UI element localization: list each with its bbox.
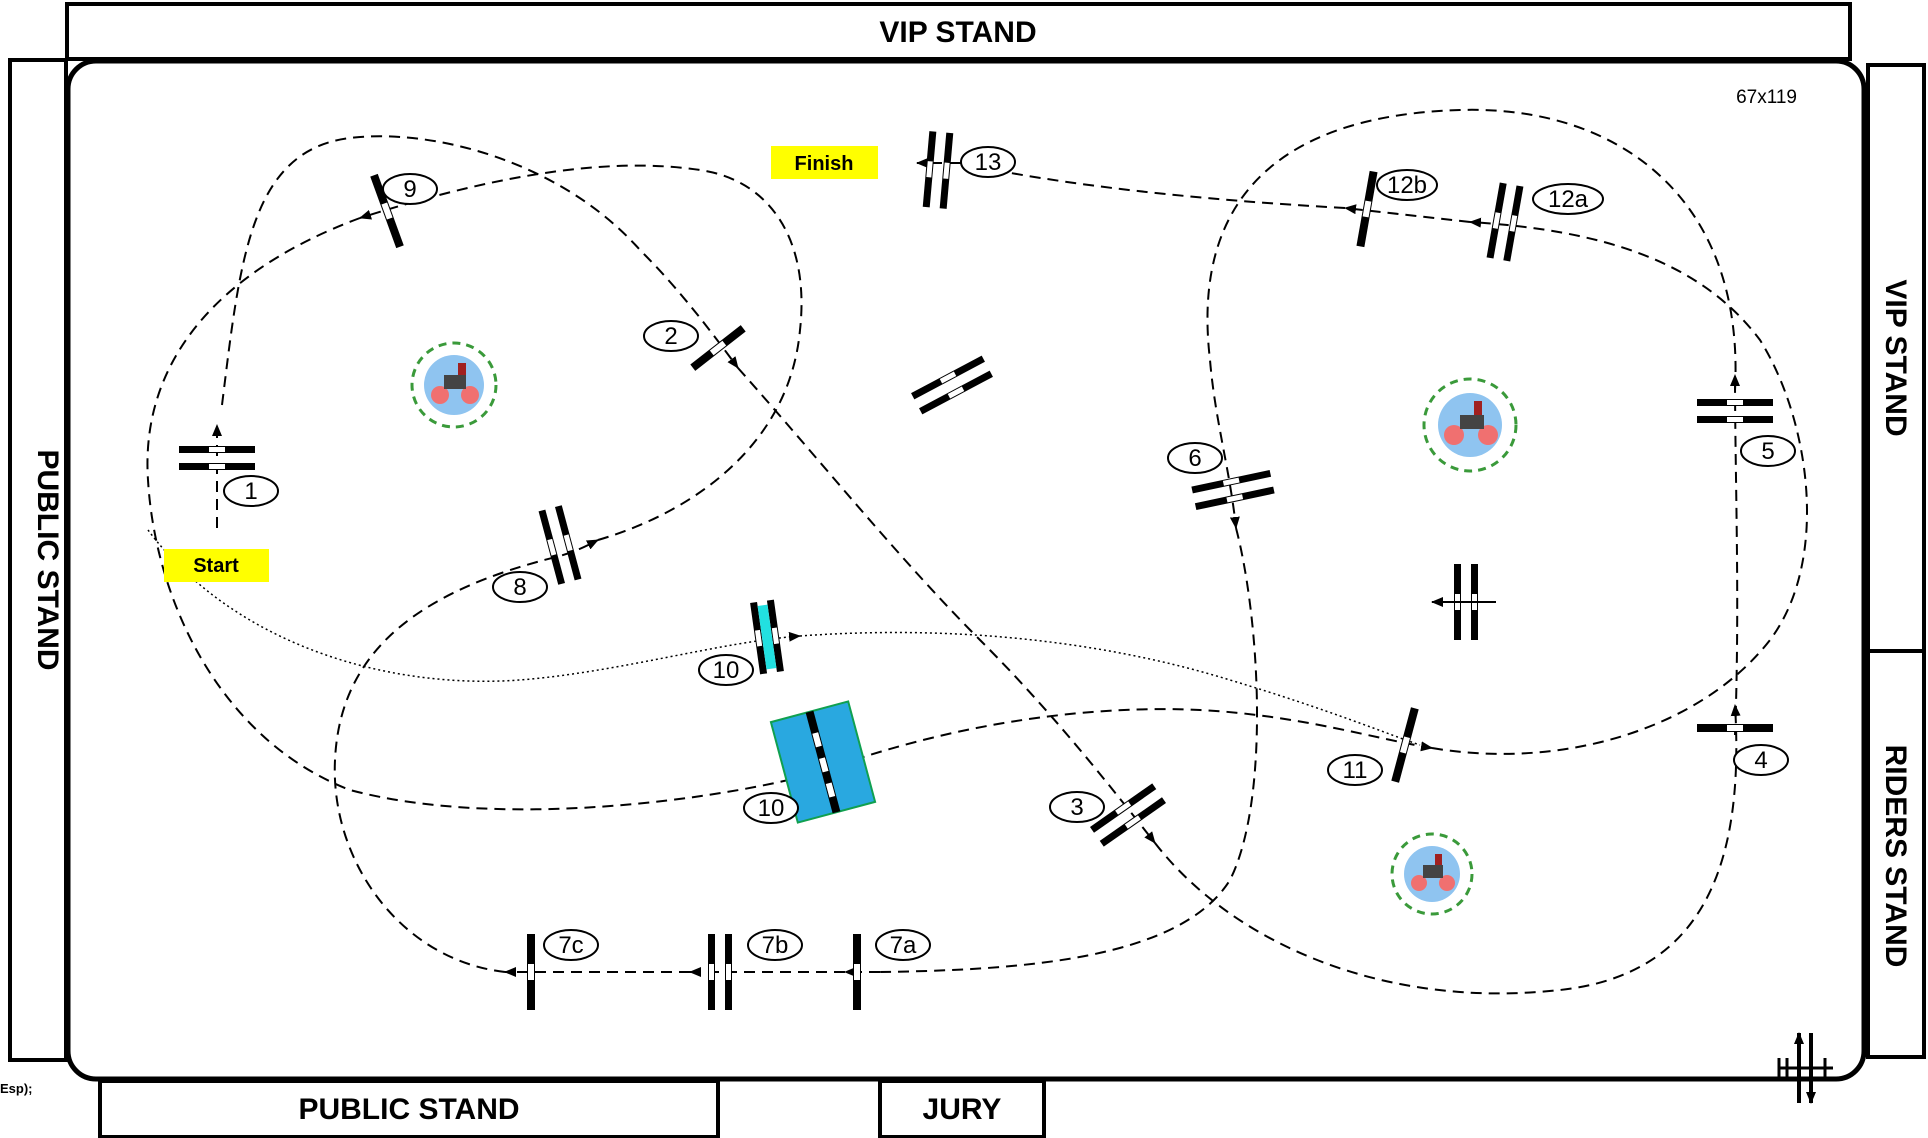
stand-top-vip-label: VIP STAND	[879, 16, 1036, 49]
stand-left-public-label: PUBLIC STAND	[31, 449, 64, 670]
obstacle-12b	[1356, 170, 1378, 248]
obstacle-label-13: 13	[975, 149, 1002, 176]
obstacle-1	[179, 446, 255, 470]
obstacle-10-water-jump	[769, 700, 877, 824]
start-tag: Start	[164, 549, 269, 582]
stand-bottom-public-label: PUBLIC STAND	[298, 1093, 519, 1126]
direction-arrows-icon	[1777, 1032, 1833, 1104]
finish-tag: Finish	[771, 146, 878, 179]
finish-label: Finish	[795, 153, 854, 175]
obstacle-13	[922, 131, 954, 209]
obstacle-11	[1391, 707, 1419, 783]
obstacle-label-7c: 7c	[558, 932, 583, 959]
carriage-wreath-icon	[1422, 377, 1518, 473]
obstacle-label-6: 6	[1188, 445, 1201, 472]
obstacle-label-8: 8	[513, 574, 526, 601]
obstacle-7c	[527, 934, 535, 1010]
course-track	[146, 108, 1808, 995]
carriage-wreath-icon	[410, 341, 498, 429]
obstacle-label-11: 11	[1343, 757, 1368, 784]
obstacle-unnumbered-center	[911, 355, 993, 415]
stand-bottom-jury-label: JURY	[923, 1093, 1002, 1126]
obstacle-4	[1697, 724, 1773, 732]
obstacle-label-1: 1	[244, 478, 257, 505]
obstacle-label-7a: 7a	[890, 932, 917, 959]
obstacle-7b	[708, 934, 732, 1010]
arena-boundary	[65, 58, 1867, 1082]
obstacle-8	[538, 505, 582, 585]
obstacle-label-7b: 7b	[762, 932, 789, 959]
stand-right-vip: VIP STAND	[1866, 63, 1926, 653]
corner-fragment-text: Esp);	[0, 1081, 33, 1096]
obstacle-5	[1697, 399, 1773, 423]
stand-bottom-public: PUBLIC STAND	[98, 1079, 720, 1138]
obstacle-6	[1191, 469, 1275, 511]
obstacle-label-5: 5	[1761, 438, 1774, 465]
stand-right-riders-label: RIDERS STAND	[1879, 745, 1912, 968]
obstacle-2	[690, 325, 746, 371]
obstacle-9	[370, 173, 404, 249]
obstacle-number-labels: 1 2 3 4 5 6 7a 7b 7c 8 9 10 10 11 12a 12…	[223, 146, 1796, 961]
carriage-wreath-icon	[1390, 832, 1474, 916]
stand-top-vip: VIP STAND	[65, 2, 1852, 61]
start-label: Start	[193, 555, 239, 577]
obstacle-12a	[1486, 182, 1524, 262]
obstacle-label-2: 2	[664, 323, 677, 350]
obstacle-label-12b: 12b	[1387, 172, 1427, 199]
obstacle-7a	[853, 934, 861, 1010]
obstacle-3	[1089, 783, 1167, 847]
obstacle-label-10-water: 10	[758, 795, 785, 822]
obstacle-label-4: 4	[1754, 747, 1767, 774]
obstacle-unnumbered-right	[1431, 564, 1496, 640]
stand-right-vip-label: VIP STAND	[1879, 279, 1912, 436]
obstacle-10-liverpool	[750, 599, 784, 675]
stand-left-public: PUBLIC STAND	[8, 58, 68, 1062]
obstacle-label-9: 9	[403, 176, 416, 203]
obstacle-label-10-liverpool: 10	[713, 657, 740, 684]
arena-size-label: 67x119	[1736, 87, 1797, 108]
stand-bottom-jury: JURY	[878, 1079, 1046, 1138]
obstacle-label-3: 3	[1070, 794, 1083, 821]
stand-right-riders: RIDERS STAND	[1866, 649, 1926, 1059]
obstacle-label-12a: 12a	[1548, 186, 1589, 213]
dotted-track	[147, 529, 1421, 746]
